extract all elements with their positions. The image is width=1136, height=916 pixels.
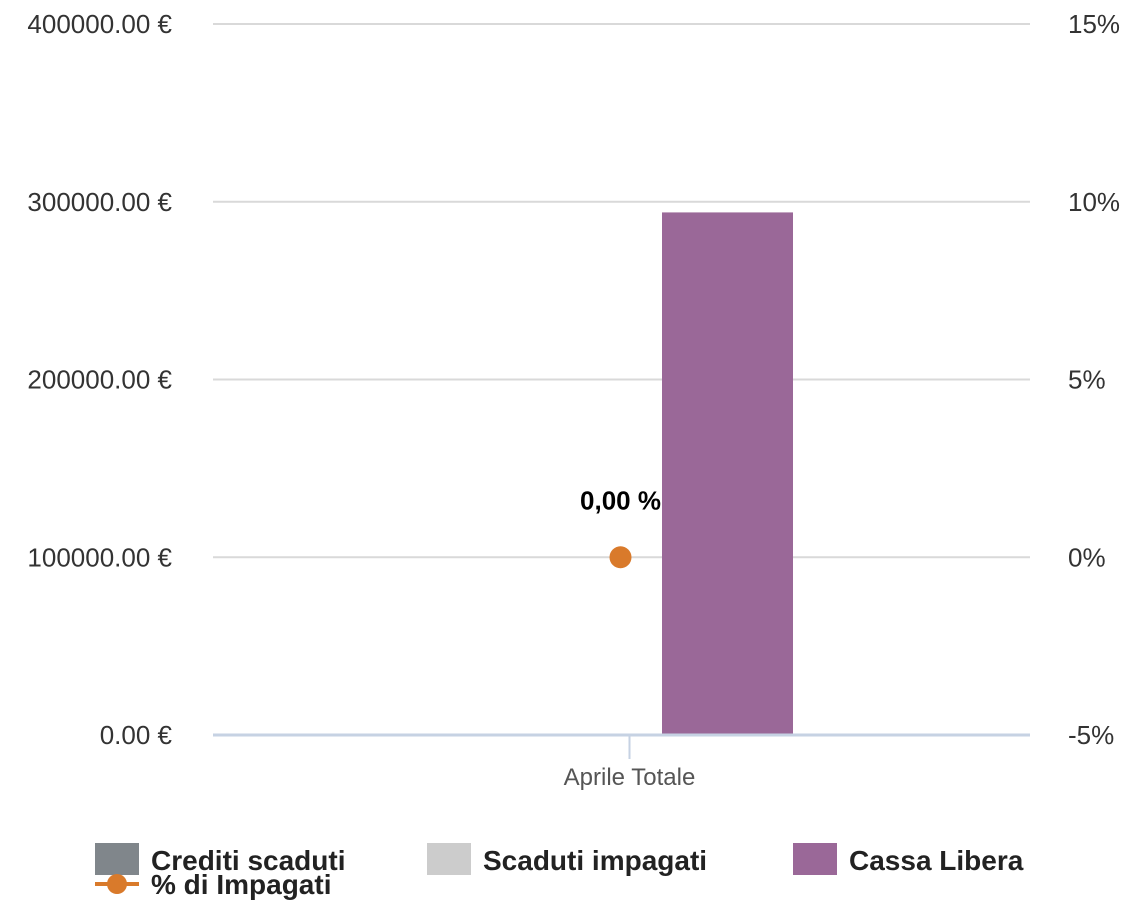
gridlines <box>213 23 1030 559</box>
legend-item: Cassa Libera <box>793 843 1024 876</box>
left-tick-label: 400000.00 € <box>27 9 172 39</box>
bars <box>662 212 793 736</box>
legend-item: % di Impagati <box>95 869 331 900</box>
left-tick-label: 300000.00 € <box>27 187 172 217</box>
line-series: 0,00 % <box>580 485 661 569</box>
legend-item: Scaduti impagati <box>427 843 707 876</box>
legend-label: Crediti scaduti <box>151 845 345 876</box>
right-tick-label: 0% <box>1068 542 1106 572</box>
legend-swatch <box>427 843 471 875</box>
right-tick-label: 15% <box>1068 9 1120 39</box>
right-tick-label: 10% <box>1068 187 1120 217</box>
legend-label: Cassa Libera <box>849 845 1024 876</box>
legend-label: Scaduti impagati <box>483 845 707 876</box>
left-axis-ticks: 0.00 € 100000.00 € 200000.00 € 300000.00 € 4… <box>27 9 172 750</box>
x-axis: Aprile Totale <box>213 733 1030 791</box>
legend-item: Crediti scaduti <box>95 843 345 876</box>
left-tick-label: 200000.00 € <box>27 365 172 395</box>
category-label: Aprile Totale <box>564 764 696 791</box>
legend-swatch <box>95 843 139 875</box>
right-tick-label: 5% <box>1068 365 1106 395</box>
right-tick-label: -5% <box>1068 720 1114 750</box>
left-tick-label: 0.00 € <box>100 720 173 750</box>
legend-label: % di Impagati <box>151 869 331 900</box>
right-axis-ticks: -5% 0% 5% 10% 15% <box>1068 9 1120 750</box>
line-point <box>609 546 632 569</box>
bar-cassa-libera <box>662 212 793 736</box>
data-label: 0,00 % <box>580 485 661 515</box>
legend-marker <box>107 874 127 894</box>
legend: Crediti scaduti Scaduti impagati Cassa Lib… <box>95 843 1024 900</box>
legend-swatch <box>793 843 837 875</box>
left-tick-label: 100000.00 € <box>27 542 172 572</box>
